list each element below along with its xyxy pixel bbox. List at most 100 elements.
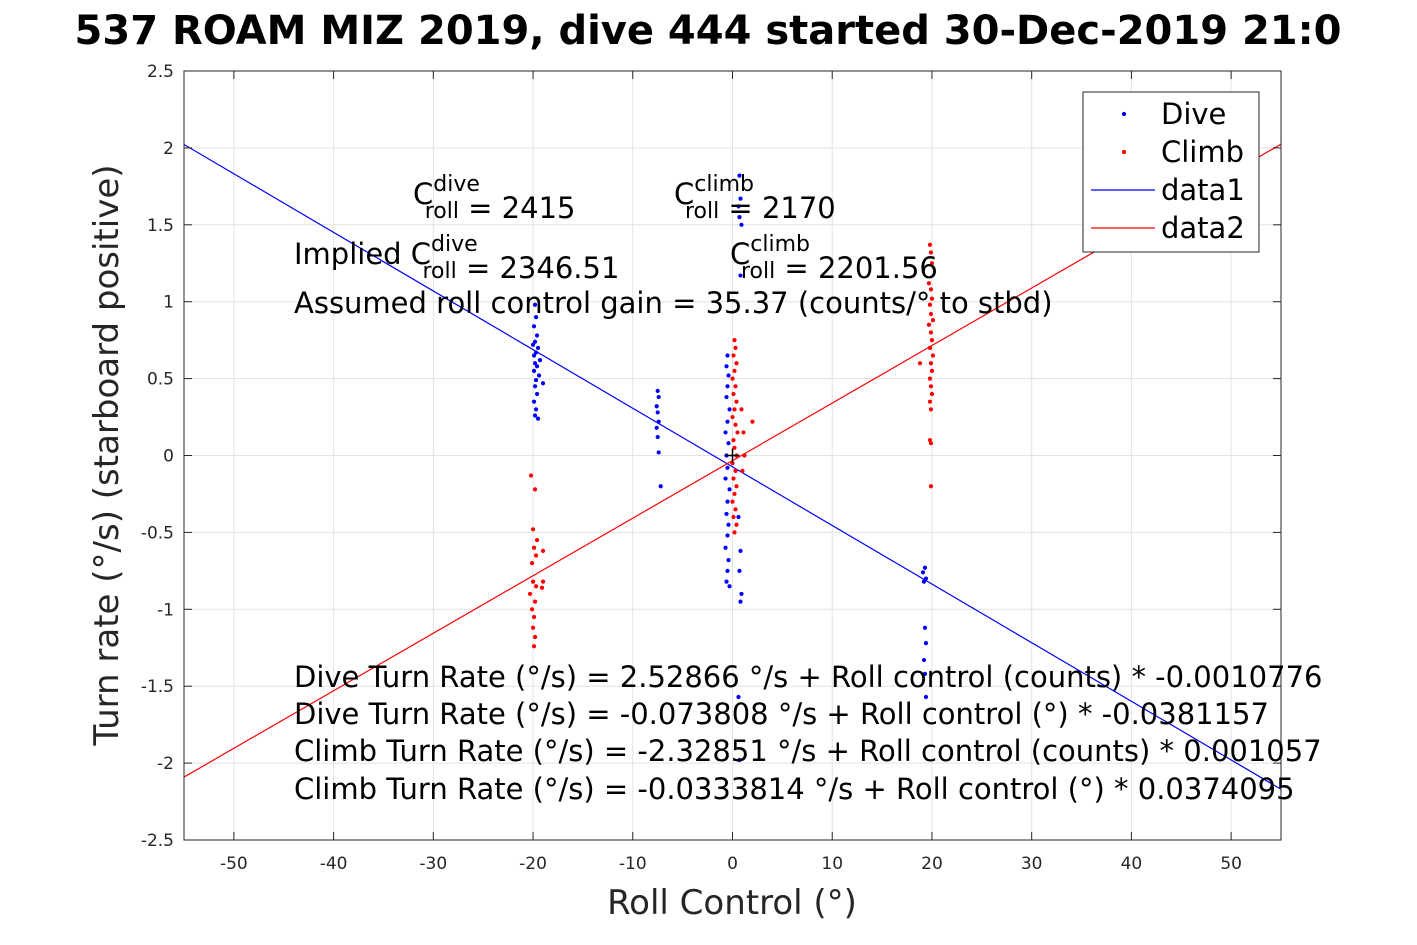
origin-marker <box>725 448 740 463</box>
climb-point <box>735 430 740 435</box>
climb-point <box>734 361 739 366</box>
dive-point <box>726 522 731 527</box>
climb-point <box>929 296 935 301</box>
dive-point <box>724 579 729 584</box>
dive-point <box>534 333 540 338</box>
dive-point <box>533 407 539 412</box>
climb-point <box>730 461 735 466</box>
dive-point <box>532 413 538 418</box>
dive-point <box>738 599 743 604</box>
dive-point <box>737 215 742 220</box>
dive-point <box>736 694 741 700</box>
dive-point <box>922 625 928 630</box>
dive-point <box>738 273 743 278</box>
climb-point <box>732 445 737 450</box>
dive-point <box>530 342 536 347</box>
climb-point <box>532 487 538 492</box>
dive-point <box>533 378 539 383</box>
climb-point <box>730 414 735 420</box>
climb-point <box>926 281 932 286</box>
legend-label: data2 <box>1161 211 1245 245</box>
dive-point <box>537 358 543 363</box>
dive-point <box>532 361 538 366</box>
dive-point <box>727 584 732 589</box>
dive-point <box>723 545 728 550</box>
climb-point <box>730 376 735 381</box>
dive-point <box>532 384 538 389</box>
dive-point <box>922 565 928 570</box>
fit-line-data1 <box>184 143 1281 790</box>
climb-point <box>531 644 537 649</box>
climb-point <box>928 311 934 317</box>
climb-point <box>529 561 535 566</box>
climb-point <box>532 599 538 604</box>
x-tick-label: 0 <box>727 854 738 874</box>
dive-point <box>534 391 540 397</box>
dive-point <box>655 388 660 394</box>
dive-point <box>736 514 741 520</box>
dive-point <box>923 694 929 700</box>
climb-point <box>929 261 935 266</box>
dive-point <box>654 425 659 430</box>
dive-point <box>738 548 743 553</box>
y-tick-label: 1 <box>163 293 174 313</box>
y-tick-label: -1.5 <box>141 677 174 697</box>
climb-point <box>926 322 932 327</box>
legend-marker-climb <box>1121 149 1127 155</box>
annotation-text: Dive Turn Rate (°/s) = -0.073808 °/s + R… <box>294 697 1269 731</box>
dive-point <box>540 381 546 386</box>
dive-point <box>923 641 929 646</box>
climb-point <box>928 250 934 255</box>
y-tick-label: -2 <box>157 754 174 774</box>
dive-point <box>724 511 729 517</box>
dive-point <box>534 364 540 369</box>
climb-point <box>928 484 934 489</box>
climb-point <box>731 514 736 520</box>
dive-point <box>726 557 731 563</box>
x-axis-label: Roll Control (°) <box>607 883 857 923</box>
climb-point <box>732 407 737 412</box>
dive-point <box>725 465 730 470</box>
dive-point <box>658 484 663 489</box>
dive-point <box>921 657 927 663</box>
dive-point <box>725 419 730 424</box>
dive-point <box>724 394 729 400</box>
dive-point <box>656 394 661 400</box>
climb-point <box>528 473 534 478</box>
climb-point <box>529 607 535 612</box>
climb-point <box>731 353 736 358</box>
dive-point <box>536 373 542 378</box>
y-tick-label: 1.5 <box>147 216 174 236</box>
annotations: Cdive roll = 2415 Cclimb roll = 2170 Implied… <box>294 172 1322 806</box>
climb-point <box>531 545 537 550</box>
x-tick-label: 30 <box>1021 854 1043 874</box>
dive-point <box>655 434 660 440</box>
climb-point <box>930 353 936 358</box>
y-tick-label: 2 <box>163 139 174 159</box>
dive-point <box>923 576 929 581</box>
y-tick-label: 2.5 <box>147 62 174 82</box>
dive-point <box>738 196 743 201</box>
climb-point <box>530 625 536 630</box>
dive-point <box>532 302 538 307</box>
annotation-text: Cclimb roll = 2170 <box>674 172 836 225</box>
dive-point <box>736 204 741 209</box>
climb-point <box>927 242 933 247</box>
dive-point <box>531 324 537 329</box>
legend-label: Dive <box>1161 97 1226 131</box>
climb-point <box>733 384 738 389</box>
climb-point <box>929 368 935 374</box>
dive-point <box>725 533 730 538</box>
dive-point <box>727 487 732 492</box>
climb-point <box>540 579 546 584</box>
dive-point <box>531 353 537 358</box>
annotation-text: Implied Cdive roll = 2346.51 <box>294 232 619 285</box>
annotation-text: Cdive roll = 2415 <box>413 172 575 225</box>
x-tick-label: -10 <box>619 854 647 874</box>
climb-point <box>927 302 933 307</box>
x-tick-label: -50 <box>220 854 248 874</box>
climb-point <box>927 376 933 381</box>
dive-point <box>532 339 538 344</box>
x-tick-label: -30 <box>419 854 447 874</box>
climb-point <box>532 634 538 640</box>
